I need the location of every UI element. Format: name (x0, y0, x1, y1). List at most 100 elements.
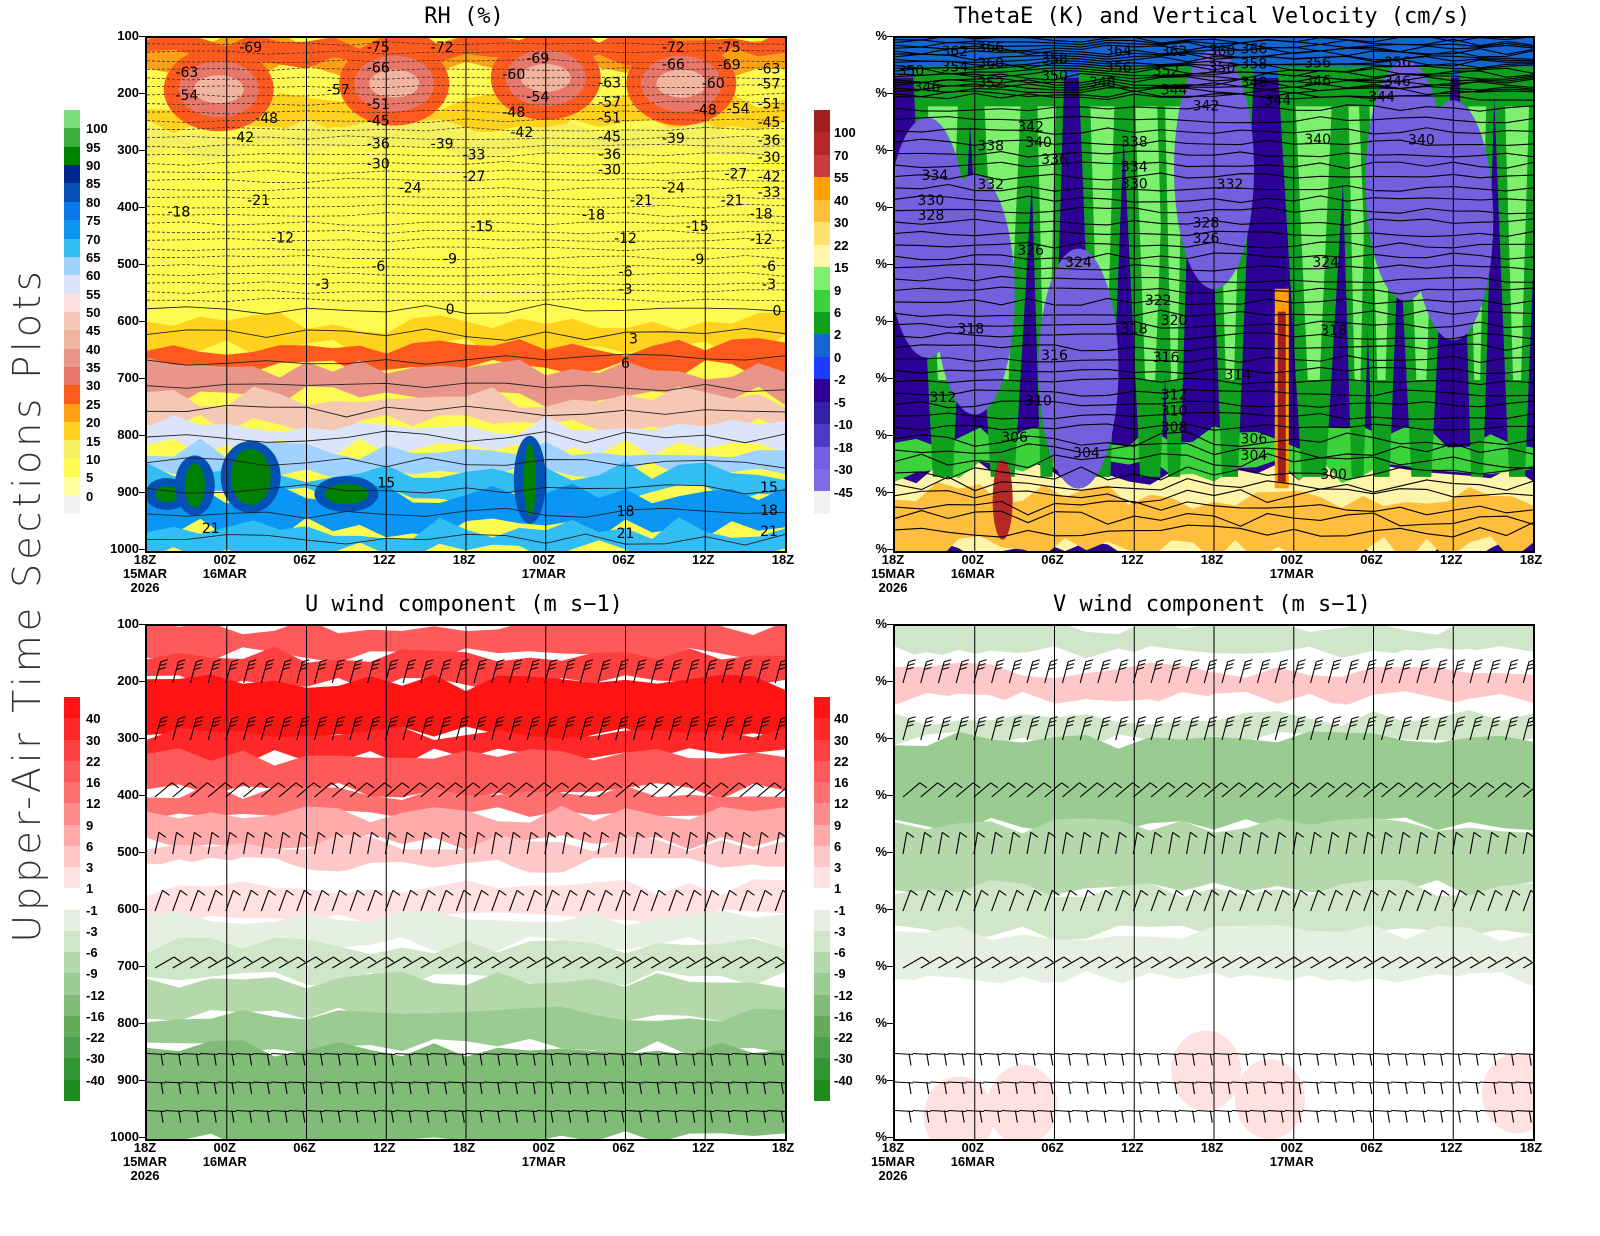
wind-barb (154, 889, 170, 912)
y-tick-mark (139, 150, 145, 151)
wind-barb (678, 1052, 697, 1066)
colorbar-label: 40 (86, 711, 101, 727)
wind-barb (1515, 1081, 1533, 1095)
wind-barb (1044, 782, 1069, 798)
y-tick-mark (887, 435, 893, 436)
colorbar-label: 30 (86, 378, 101, 394)
wind-barb (1133, 782, 1158, 798)
wind-barb (1239, 716, 1253, 741)
wind-barb (607, 1052, 626, 1066)
wind-barb (920, 889, 936, 912)
wind-barb (1186, 889, 1202, 912)
colorbar-label: 0 (86, 488, 94, 504)
wind-barb (207, 956, 235, 969)
wind-barb (1089, 1081, 1108, 1095)
wind-barb (1168, 831, 1180, 855)
wind-barb (749, 1052, 768, 1066)
wind-barb (1416, 956, 1444, 969)
wind-barb (739, 782, 765, 798)
wind-barb (615, 889, 631, 912)
wind-barb (1168, 716, 1182, 741)
y-tick-label: % (875, 730, 887, 745)
x-tick-label: 12Z (1102, 1141, 1162, 1155)
x-tick-time: 18Z (881, 552, 905, 567)
x-tick-time: 18Z (1200, 1140, 1224, 1155)
contour-label: -24 (662, 180, 685, 196)
wind-barb (1345, 716, 1359, 741)
x-tick-time: 06Z (612, 1140, 635, 1155)
contour-label: 340 (1408, 133, 1435, 149)
wind-barb (1452, 782, 1477, 798)
wind-barb (937, 716, 952, 741)
contour-label: -6 (762, 259, 776, 275)
y-tick-label: 700 (117, 370, 139, 385)
colorbar-swatch (64, 994, 80, 1016)
contour-label: -18 (167, 204, 190, 220)
wind-barb (508, 889, 525, 912)
wind-barb (182, 1081, 201, 1095)
wind-barb (448, 1109, 467, 1123)
colorbar-swatch (814, 199, 830, 223)
contour-label: 338 (1121, 135, 1148, 151)
y-tick-mark (887, 378, 893, 379)
wind-barb (243, 956, 270, 969)
colorbar-swatch (814, 952, 830, 974)
wind-barb (314, 782, 339, 798)
wind-barb (306, 1109, 325, 1123)
v_wind-chart-title: V wind component (m s−1) (1053, 592, 1371, 617)
wind-barb (721, 889, 737, 912)
wind-barb (1505, 659, 1519, 684)
y-tick-label: % (875, 901, 887, 916)
y-tick-label: % (875, 28, 887, 43)
wind-barb (420, 956, 448, 969)
wind-barb (1338, 1052, 1357, 1066)
wind-barb (349, 659, 363, 684)
wind-barb (473, 716, 487, 741)
x-tick-time: 18Z (133, 1140, 157, 1155)
wind-barb (1062, 956, 1089, 969)
wind-barb (519, 1052, 538, 1066)
wind-barb (491, 716, 505, 741)
contour-label: 316 (1153, 350, 1180, 366)
contour-label: 318 (1121, 322, 1148, 338)
wind-barb (579, 782, 605, 798)
wind-barb (1416, 782, 1442, 798)
colorbar-label: -1 (834, 902, 846, 918)
wind-barb (260, 716, 275, 741)
wind-barb (1310, 889, 1326, 912)
wind-barb (955, 782, 981, 798)
colorbar-label: 90 (86, 158, 101, 174)
wind-barb (1469, 889, 1485, 912)
wind-barb (572, 1109, 591, 1123)
colorbar-label: 15 (86, 433, 101, 449)
x-tick-label: 06Z (594, 1141, 654, 1155)
wind-barb (739, 956, 767, 969)
wind-barb (1522, 660, 1533, 684)
contour-label: 0 (773, 304, 782, 320)
contour-label: -66 (367, 61, 390, 77)
contour-label: 310 (1025, 394, 1052, 410)
x-tick-time: 06Z (1041, 1140, 1064, 1155)
wind-barb (1221, 831, 1234, 855)
contour-label: -3 (619, 282, 633, 298)
v_wind-svg (895, 626, 1533, 1139)
wind-barb (385, 956, 412, 969)
wind-barb (1505, 956, 1532, 969)
x-tick-date: 15MAR (122, 566, 168, 581)
wind-barb (190, 782, 215, 798)
x-tick-year: 2026 (878, 580, 908, 595)
wind-barb (554, 1052, 573, 1066)
x-tick-date: 17MAR (521, 1154, 566, 1169)
x-tick-time: 06Z (293, 552, 316, 567)
wind-barb (501, 1081, 520, 1095)
contour-label: -30 (758, 150, 781, 166)
v_wind-fill-blob (987, 1064, 1058, 1139)
wind-barb (1221, 659, 1235, 684)
contour-label: -54 (727, 101, 750, 117)
wind-barb (1327, 716, 1342, 741)
colorbar-swatch (64, 845, 80, 867)
contour-label: 304 (1073, 445, 1100, 461)
wind-barb (1097, 889, 1113, 912)
wind-barb (207, 831, 220, 855)
rh-fill-blob (656, 69, 707, 98)
